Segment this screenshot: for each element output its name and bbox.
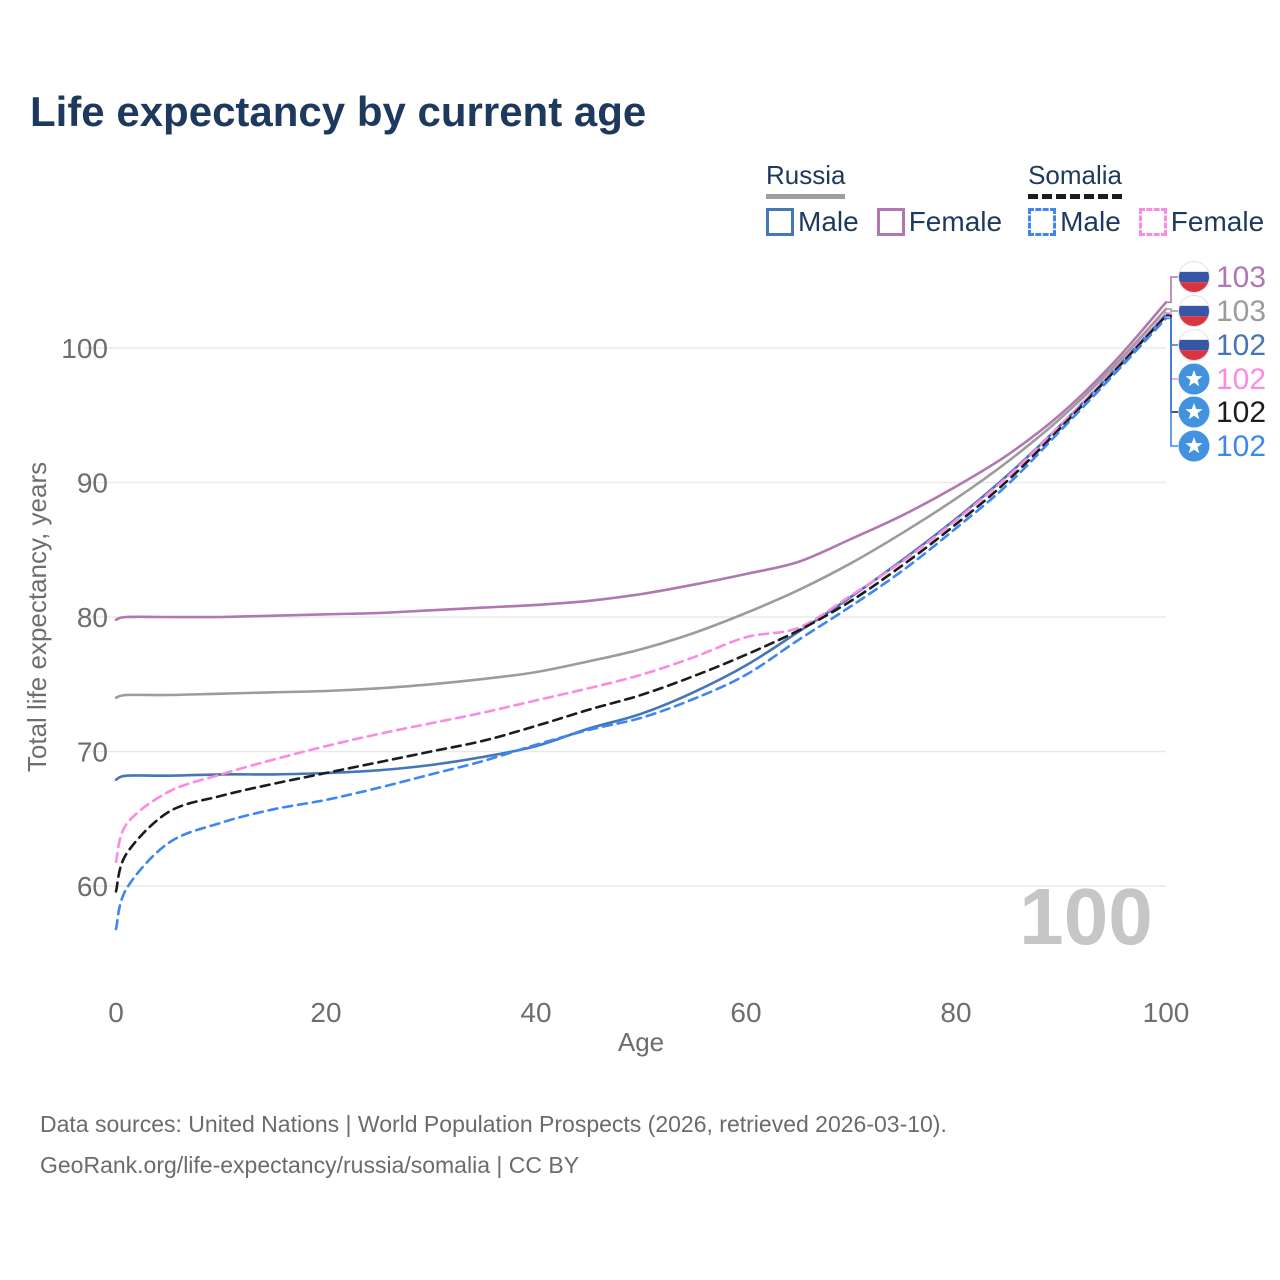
legend-item-russia-female[interactable]: Female: [876, 206, 1003, 238]
end-label-connector: [1166, 317, 1178, 447]
legend-item-somalia-female[interactable]: Female: [1138, 206, 1265, 238]
series-line-somalia-total[interactable]: [114, 314, 1168, 893]
somalia-male-swatch-icon: [1028, 208, 1057, 236]
legend-items-somalia: Male Female: [1028, 206, 1264, 238]
x-tick-label-80: 80: [940, 997, 971, 1028]
x-tick-label-0: 0: [108, 997, 124, 1028]
legend-label-russia-male: Male: [798, 206, 859, 237]
russia-flag-icon: [1178, 329, 1210, 361]
y-tick-label-60: 60: [77, 871, 108, 902]
series-line-russia-female[interactable]: [114, 301, 1168, 621]
russia-female-swatch-icon: [876, 208, 905, 236]
legend-items-russia: Male Female: [766, 206, 1002, 238]
end-value-label-somalia-male: 102: [1216, 430, 1266, 463]
legend-label-somalia-male: Male: [1060, 206, 1121, 237]
somalia-flag-icon: [1178, 363, 1210, 395]
legend-group-russia: Russia Male Female: [766, 160, 1002, 238]
y-axis-title: Total life expectancy, years: [22, 462, 52, 772]
x-tick-label-20: 20: [310, 997, 341, 1028]
legend: Russia Male Female Somalia Male: [766, 160, 1264, 238]
russia-flag-icon: [1178, 295, 1210, 327]
legend-label-russia-female: Female: [908, 206, 1003, 237]
end-value-label-somalia-total: 102: [1216, 396, 1266, 429]
russia-flag-icon: [1178, 261, 1210, 293]
end-label-connector: [1166, 308, 1178, 312]
end-label-connector: [1166, 312, 1178, 380]
end-label-connector: [1166, 314, 1178, 413]
y-tick-label-100: 100: [61, 333, 108, 364]
x-tick-label-60: 60: [730, 997, 761, 1028]
page-title: Life expectancy by current age: [30, 88, 647, 135]
end-value-label-russia-female: 103: [1216, 261, 1266, 294]
x-tick-label-100: 100: [1143, 997, 1190, 1028]
legend-item-russia-male[interactable]: Male: [766, 206, 859, 238]
somalia-flag-icon: [1178, 396, 1210, 428]
footer-source-line: Data sources: United Nations | World Pop…: [40, 1111, 947, 1137]
series-line-russia-male[interactable]: [114, 313, 1168, 781]
end-label-connector: [1166, 276, 1178, 304]
legend-header-somalia[interactable]: Somalia: [1028, 160, 1123, 199]
end-value-label-russia-total: 103: [1216, 295, 1266, 328]
footer: Data sources: United Nations | World Pop…: [40, 1104, 947, 1186]
series-line-russia-total[interactable]: [114, 307, 1168, 699]
y-tick-label-90: 90: [77, 468, 108, 499]
legend-header-russia[interactable]: Russia: [766, 160, 846, 199]
russia-male-swatch-icon: [766, 208, 794, 236]
age-indicator-watermark: 100: [1019, 872, 1152, 961]
x-tick-label-40: 40: [520, 997, 551, 1028]
end-value-label-russia-male: 102: [1216, 329, 1266, 362]
legend-item-somalia-male[interactable]: Male: [1028, 206, 1121, 238]
somalia-flag-icon: [1178, 430, 1210, 462]
legend-label-somalia-female: Female: [1170, 206, 1265, 237]
footer-license-line: GeoRank.org/life-expectancy/russia/somal…: [40, 1152, 580, 1178]
y-tick-label-70: 70: [77, 737, 108, 768]
series-line-somalia-male[interactable]: [114, 317, 1168, 931]
y-tick-label-80: 80: [77, 602, 108, 633]
x-axis-title: Age: [618, 1027, 664, 1057]
somalia-female-swatch-icon: [1138, 208, 1167, 236]
legend-group-somalia: Somalia Male Female: [1028, 160, 1264, 238]
end-value-label-somalia-female: 102: [1216, 363, 1266, 396]
series-line-somalia-female[interactable]: [114, 311, 1168, 864]
